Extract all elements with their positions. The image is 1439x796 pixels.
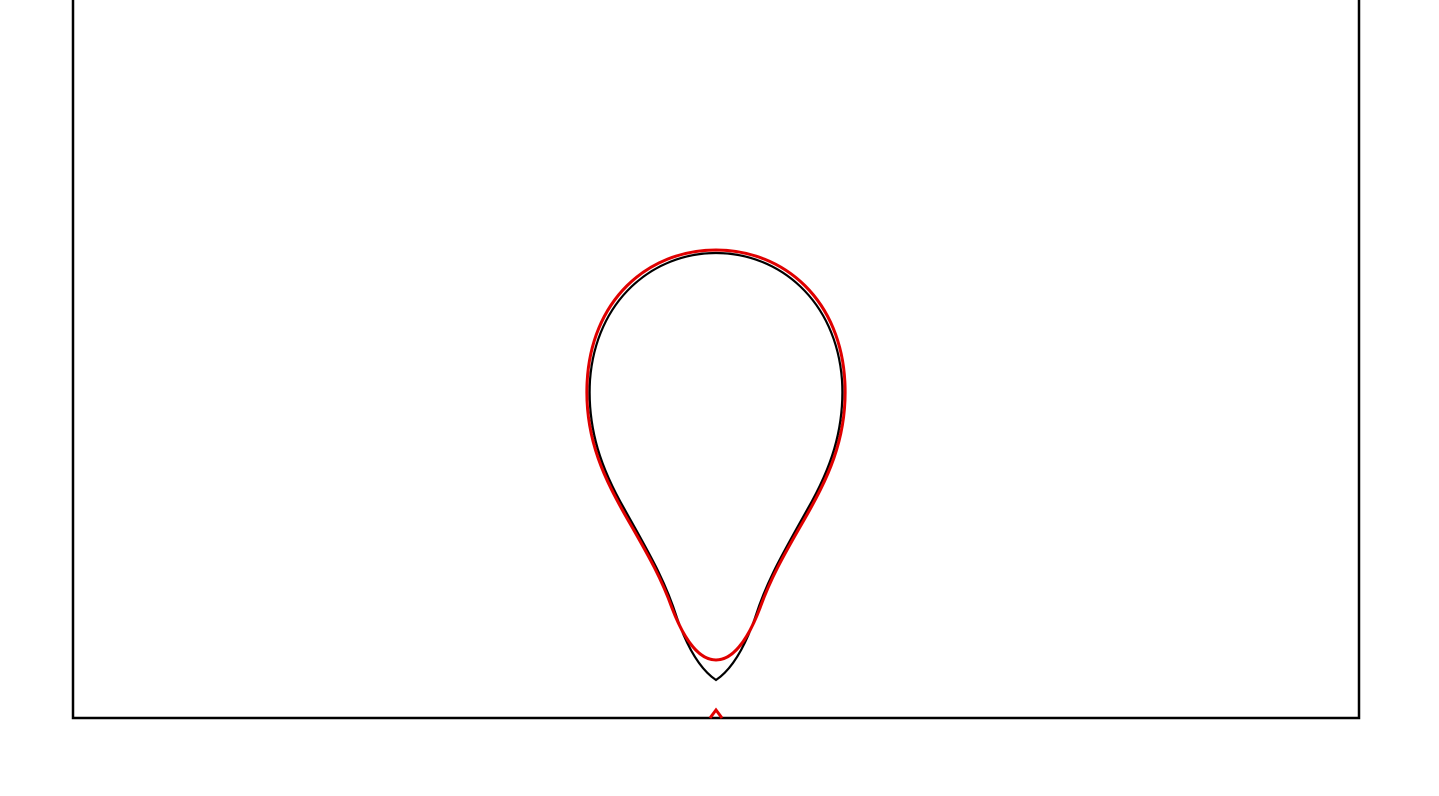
fitted-teardrop-curve (585, 248, 847, 662)
reference-teardrop-curve (588, 251, 844, 682)
caret-up-marker (708, 707, 724, 719)
frame-border (71, 0, 1361, 720)
